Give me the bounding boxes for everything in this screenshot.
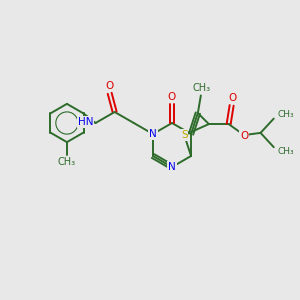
Text: N: N: [168, 162, 176, 172]
Text: O: O: [168, 92, 176, 102]
Text: O: O: [106, 81, 114, 91]
Text: N: N: [149, 129, 157, 139]
Text: O: O: [240, 131, 248, 141]
Text: CH₃: CH₃: [278, 110, 294, 119]
Text: CH₃: CH₃: [278, 147, 294, 156]
Text: O: O: [229, 93, 237, 103]
Text: HN: HN: [78, 117, 94, 127]
Text: CH₃: CH₃: [58, 157, 76, 167]
Text: S: S: [181, 130, 188, 140]
Text: CH₃: CH₃: [193, 83, 211, 94]
